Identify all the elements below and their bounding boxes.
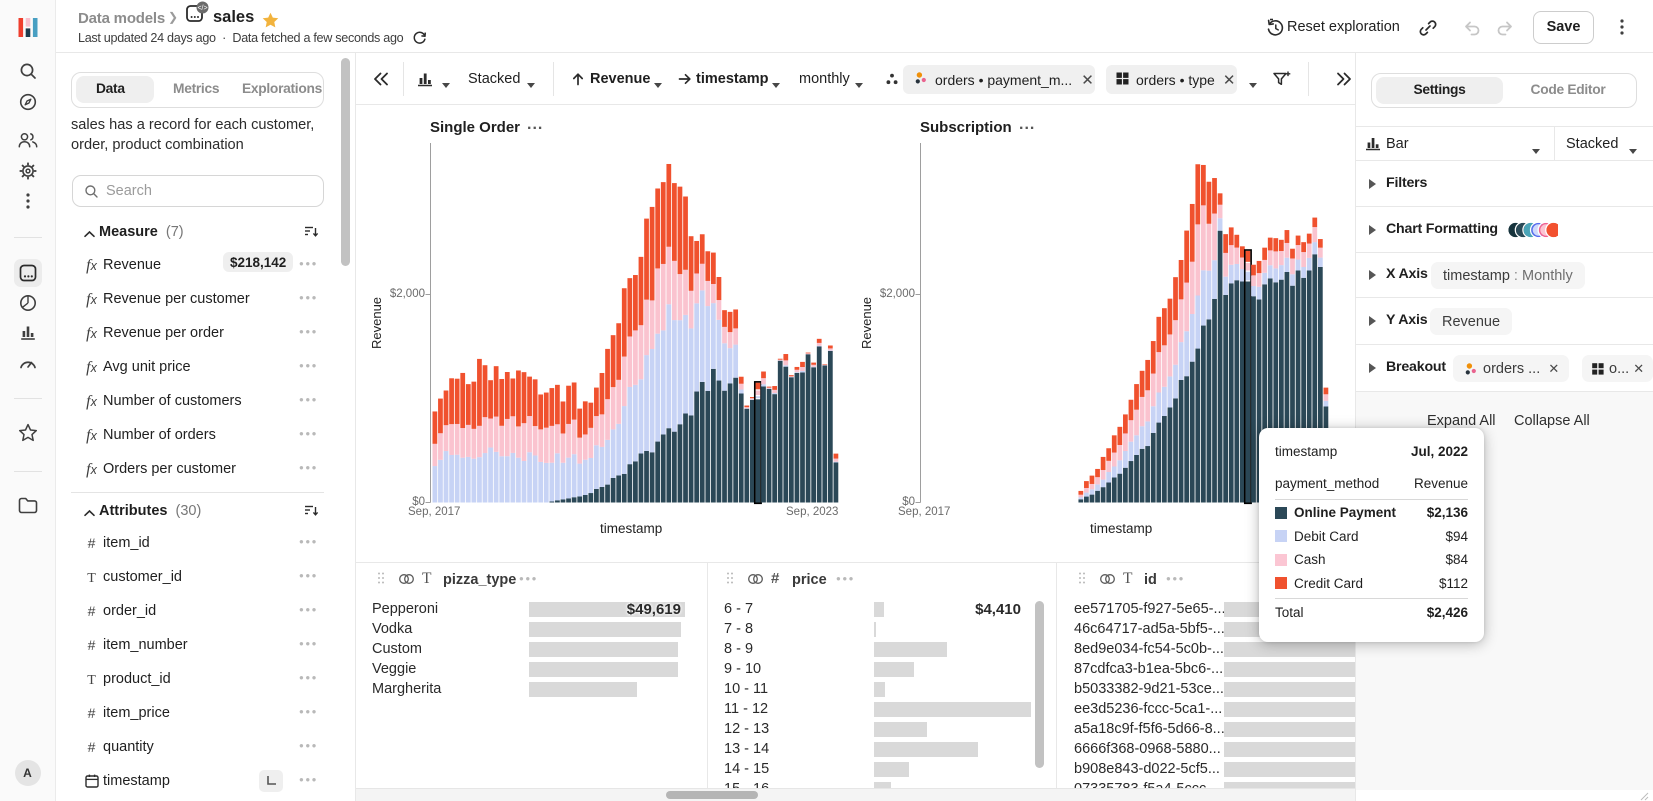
svg-text:</>: </>: [197, 5, 207, 12]
